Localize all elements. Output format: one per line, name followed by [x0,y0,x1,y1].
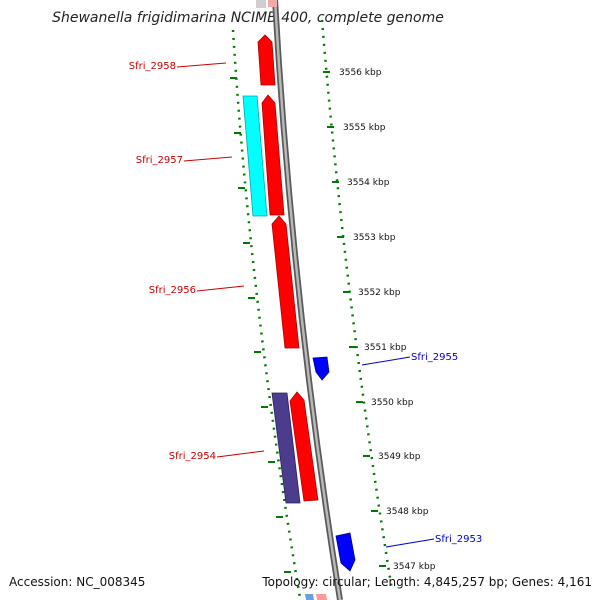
leader-line-sfri-2954 [216,450,265,458]
topology-text: Topology: circular; Length: 4,845,257 bp… [261,575,592,589]
scale-label: 3554 kbp [347,178,390,188]
gene-label-sfri-2956[interactable]: Sfri_2956 [149,285,196,296]
gene-cyan[interactable] [242,95,268,217]
gene-purple[interactable] [271,392,301,504]
gene-sfri-2954[interactable] [289,391,319,502]
inner-tick-group [230,77,291,573]
leader-line-sfri-2955 [361,356,411,366]
gene-label-sfri-2958[interactable]: Sfri_2958 [129,61,176,72]
leader-line-sfri-2956 [196,285,245,292]
partial-gene-bottom-pink [316,594,327,600]
leader-line-sfri-2958 [176,62,227,68]
scale-label: 3551 kbp [364,343,407,353]
accession-text: Accession: NC_008345 [9,575,145,589]
gene-label-sfri-2954[interactable]: Sfri_2954 [169,451,216,462]
map-title: Shewanella frigidimarina NCIMB 400, comp… [52,10,444,26]
outer-tick-group [323,71,386,567]
gene-label-sfri-2953[interactable]: Sfri_2953 [435,534,482,545]
genome-backbone-highlight [273,0,342,600]
scale-label: 3549 kbp [378,452,421,462]
partial-gene-top-gray [256,0,266,8]
gene-sfri-2957[interactable] [261,94,285,216]
partial-gene-bottom-blue [305,594,314,600]
scale-label: 3553 kbp [353,233,396,243]
gene-sfri-2955[interactable] [312,356,330,381]
partial-gene-top-pink [268,0,277,7]
scale-label: 3548 kbp [386,507,429,517]
leader-line-sfri-2953 [385,538,435,548]
gene-sfri-2956[interactable] [271,215,300,349]
gene-label-sfri-2957[interactable]: Sfri_2957 [136,155,183,166]
leader-line-sfri-2957 [183,156,233,162]
scale-label: 3547 kbp [393,562,436,572]
gene-sfri-2958[interactable] [257,34,276,86]
scale-label: 3556 kbp [339,68,382,78]
inner-ruler [231,29,302,599]
scale-label: 3552 kbp [358,288,401,298]
outer-ruler [320,19,394,591]
gene-sfri-2953[interactable] [335,532,356,572]
scale-label: 3555 kbp [343,123,386,133]
scale-label: 3550 kbp [371,398,414,408]
gene-label-sfri-2955[interactable]: Sfri_2955 [411,352,458,363]
